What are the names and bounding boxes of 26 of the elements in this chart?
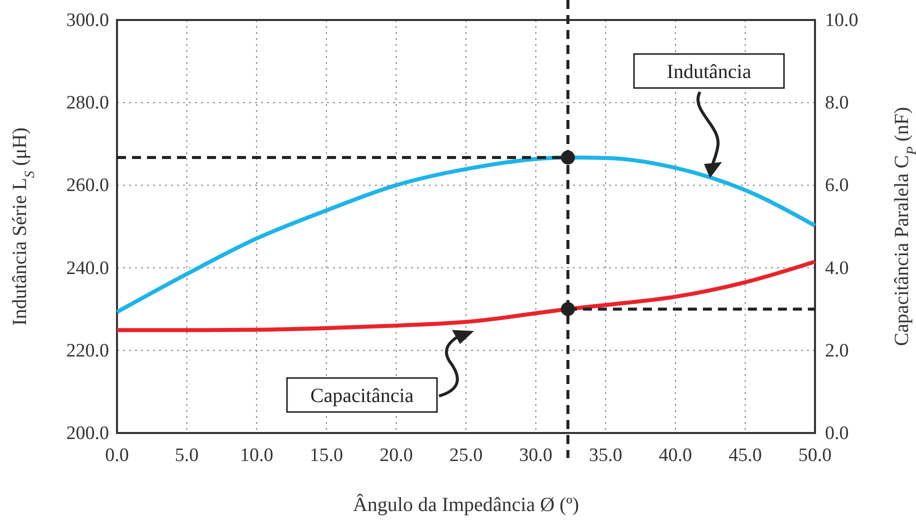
- x-tick-label: 5.0: [174, 445, 199, 466]
- y-tick-label: 280.0: [66, 92, 109, 114]
- label-box: Capacitância: [286, 377, 438, 413]
- x-tick-label: 35.0: [588, 445, 622, 466]
- y2-tick-label: 4.0: [825, 258, 849, 279]
- y2-tick-label: 10.0: [825, 10, 858, 31]
- x-axis-title: Ângulo da Impedância Ø (º): [352, 493, 580, 516]
- y-tick-label: 200.0: [66, 423, 109, 444]
- y2-tick-label: 8.0: [825, 92, 849, 114]
- y-tick-label: 220.0: [66, 340, 109, 362]
- y-tick-label: 260.0: [66, 175, 109, 196]
- y-tick-label: 300.0: [66, 10, 109, 31]
- x-tick-label: 50.0: [798, 445, 832, 466]
- x-tick-label: 45.0: [728, 445, 762, 466]
- x-tick-label: 40.0: [658, 445, 692, 466]
- y2-tick-label: 2.0: [825, 340, 849, 362]
- x-tick-label: 25.0: [449, 445, 483, 466]
- x-tick-label: 15.0: [310, 445, 344, 466]
- label-box: Indutância: [633, 53, 785, 89]
- x-tick-label: 10.0: [240, 445, 274, 466]
- y2-tick-label: 6.0: [825, 175, 849, 196]
- y2-tick-label: 0.0: [825, 423, 849, 444]
- x-tick-label: 20.0: [380, 445, 413, 466]
- x-tick-label: 0.0: [105, 445, 129, 466]
- x-tick-label: 30.0: [519, 445, 552, 466]
- y-tick-label: 240.0: [66, 258, 109, 279]
